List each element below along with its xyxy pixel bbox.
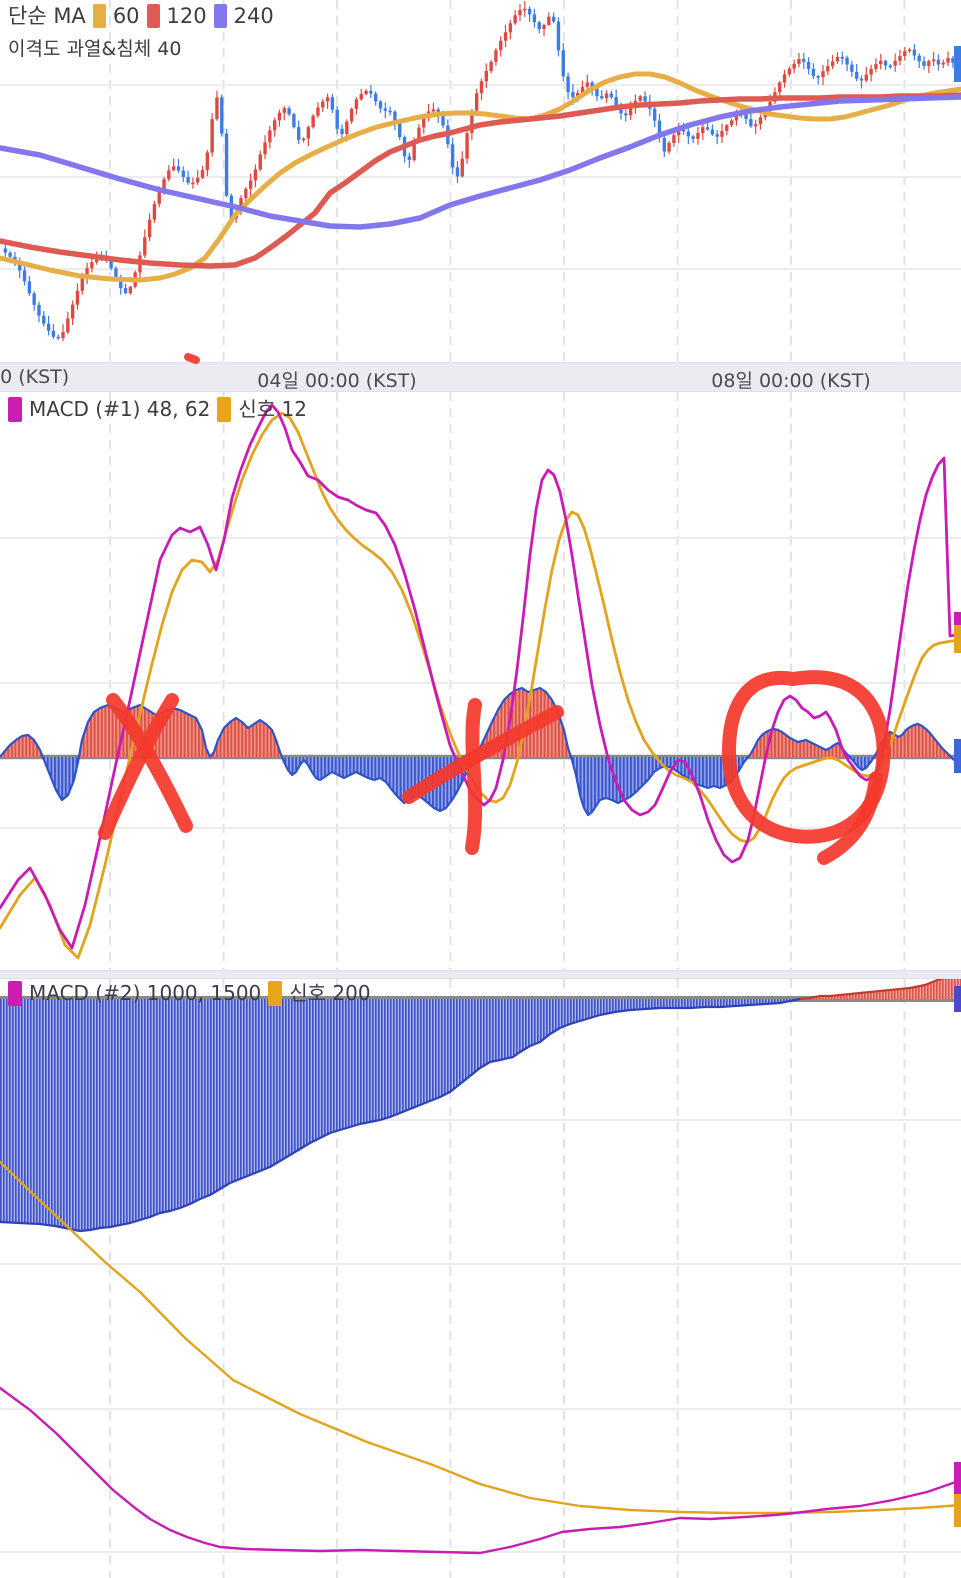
ma240-swatch bbox=[213, 4, 227, 28]
ma60-swatch bbox=[92, 4, 106, 28]
signal1-label: 신호 12 bbox=[238, 397, 307, 421]
macd2-value-marker-0 bbox=[954, 986, 961, 1012]
macd1-label: MACD (#1) 48, 62 bbox=[29, 397, 211, 421]
macd2-value-marker-1 bbox=[954, 1462, 961, 1495]
price-panel bbox=[0, 1, 961, 342]
time-label-1: 00 (KST) bbox=[0, 366, 70, 388]
disparity-legend: 이격도 과열&침체 40 bbox=[8, 36, 181, 62]
panel-divider-band bbox=[0, 970, 961, 979]
disparity-label: 이격도 과열&침체 40 bbox=[8, 38, 182, 60]
ma-120 bbox=[0, 92, 961, 269]
macd2-legend: MACD (#2) 1000, 1500 신호 200 bbox=[8, 980, 371, 1006]
time-label-3: 08일 00:00 (KST) bbox=[711, 370, 871, 392]
macd-line bbox=[0, 1386, 961, 1555]
ma-240 bbox=[0, 94, 961, 230]
macd-line bbox=[0, 403, 961, 950]
macd1-value-marker-1 bbox=[954, 625, 961, 653]
ma120-swatch bbox=[146, 4, 160, 28]
macd1-value-marker-0 bbox=[954, 612, 961, 625]
macd2-value-marker-2 bbox=[954, 1494, 961, 1527]
signal2-swatch bbox=[268, 980, 283, 1006]
macd1-legend: MACD (#1) 48, 62 신호 12 bbox=[8, 396, 307, 422]
price-legend: 단순 MA 60 120 240 bbox=[8, 3, 274, 29]
ma240-label: 240 bbox=[233, 4, 274, 28]
macd1-panel bbox=[0, 403, 961, 960]
signal2-label: 신호 200 bbox=[289, 981, 371, 1005]
ma60-label: 60 bbox=[112, 4, 140, 28]
price-legend-title: 단순 MA bbox=[8, 4, 86, 28]
signal-line bbox=[0, 1160, 961, 1515]
macd2-panel bbox=[0, 979, 961, 1555]
time-axis-band[interactable]: 00 (KST) 04일 00:00 (KST) 08일 00:00 (KST) bbox=[0, 362, 961, 392]
macd1-swatch bbox=[8, 396, 22, 422]
signal1-swatch bbox=[217, 396, 232, 422]
macd2-label: MACD (#2) 1000, 1500 bbox=[29, 981, 262, 1005]
price-value-marker bbox=[954, 46, 961, 82]
macd2-swatch bbox=[8, 980, 22, 1006]
right-edge-markers bbox=[954, 46, 961, 1527]
macd1-value-marker-2 bbox=[954, 739, 961, 773]
time-label-2: 04일 00:00 (KST) bbox=[257, 370, 417, 392]
ma120-label: 120 bbox=[166, 4, 207, 28]
signal-line bbox=[0, 411, 961, 960]
